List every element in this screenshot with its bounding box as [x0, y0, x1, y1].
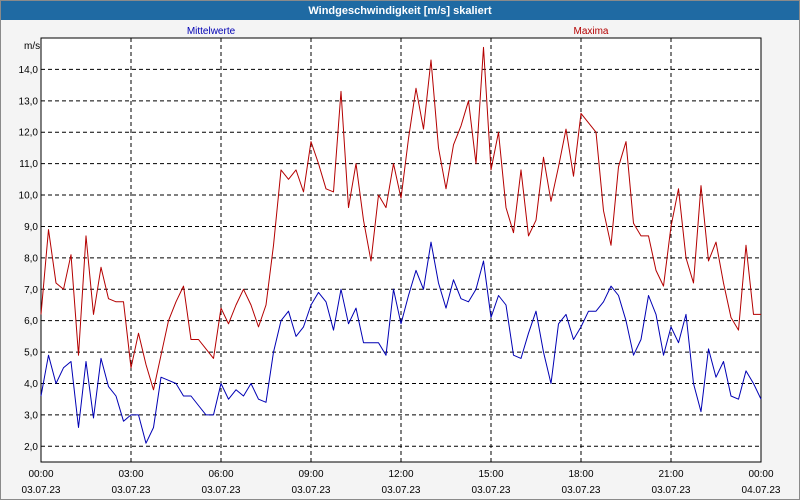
legend-maxima: Maxima: [573, 26, 608, 37]
x-tick-time: 03:00: [118, 469, 143, 480]
y-tick-label: 12,0: [19, 128, 39, 139]
y-tick-label: 6,0: [24, 316, 38, 327]
y-tick-label: 2,0: [24, 442, 38, 453]
x-tick-date: 03.07.23: [562, 485, 601, 496]
x-tick-time: 21:00: [658, 469, 683, 480]
x-tick-time: 06:00: [208, 469, 233, 480]
x-tick-date: 04.07.23: [742, 485, 781, 496]
x-axis: 00:00 03.07.23 03:00 03.07.23 06:00 03.07.23 0…: [22, 469, 781, 496]
x-tick-time: 12:00: [388, 469, 413, 480]
series-line-mittelwerte: [40, 241, 762, 444]
x-tick-date: 03.07.23: [202, 485, 241, 496]
x-tick-date: 03.07.23: [472, 485, 511, 496]
y-tick-label: 7,0: [24, 285, 38, 296]
x-tick-time: 09:00: [298, 469, 323, 480]
y-tick-label: 3,0: [24, 410, 38, 421]
legend-mittelwerte: Mittelwerte: [187, 26, 236, 37]
series-line-maxima: [40, 46, 761, 391]
x-tick-time: 00:00: [748, 469, 773, 480]
x-tick-date: 03.07.23: [112, 485, 151, 496]
series-layer: [40, 46, 762, 444]
y-axis: 2,0 3,0 4,0 5,0 6,0 7,0 8,0 9,0 10,0 11,0 12,0 13,0…: [19, 65, 39, 453]
y-tick-label: 4,0: [24, 379, 38, 390]
y-tick-label: 8,0: [24, 253, 38, 264]
y-tick-label: 10,0: [19, 191, 39, 202]
x-tick-date: 03.07.23: [382, 485, 421, 496]
x-tick-date: 03.07.23: [292, 485, 331, 496]
x-tick-date: 03.07.23: [652, 485, 691, 496]
y-tick-label: 9,0: [24, 222, 38, 233]
y-tick-label: 5,0: [24, 348, 38, 359]
x-tick-time: 15:00: [478, 469, 503, 480]
y-axis-label: m/s: [24, 41, 40, 52]
chart-title: Windgeschwindigkeit [m/s] skaliert: [1, 1, 799, 20]
plot-frame: [40, 37, 762, 463]
y-tick-label: 11,0: [19, 159, 38, 170]
x-tick-time: 18:00: [568, 469, 593, 480]
y-tick-label: 14,0: [19, 65, 39, 76]
x-tick-time: 00:00: [28, 469, 53, 480]
y-tick-label: 13,0: [19, 96, 39, 107]
grid: [41, 38, 761, 462]
x-tick-date: 03.07.23: [22, 485, 61, 496]
